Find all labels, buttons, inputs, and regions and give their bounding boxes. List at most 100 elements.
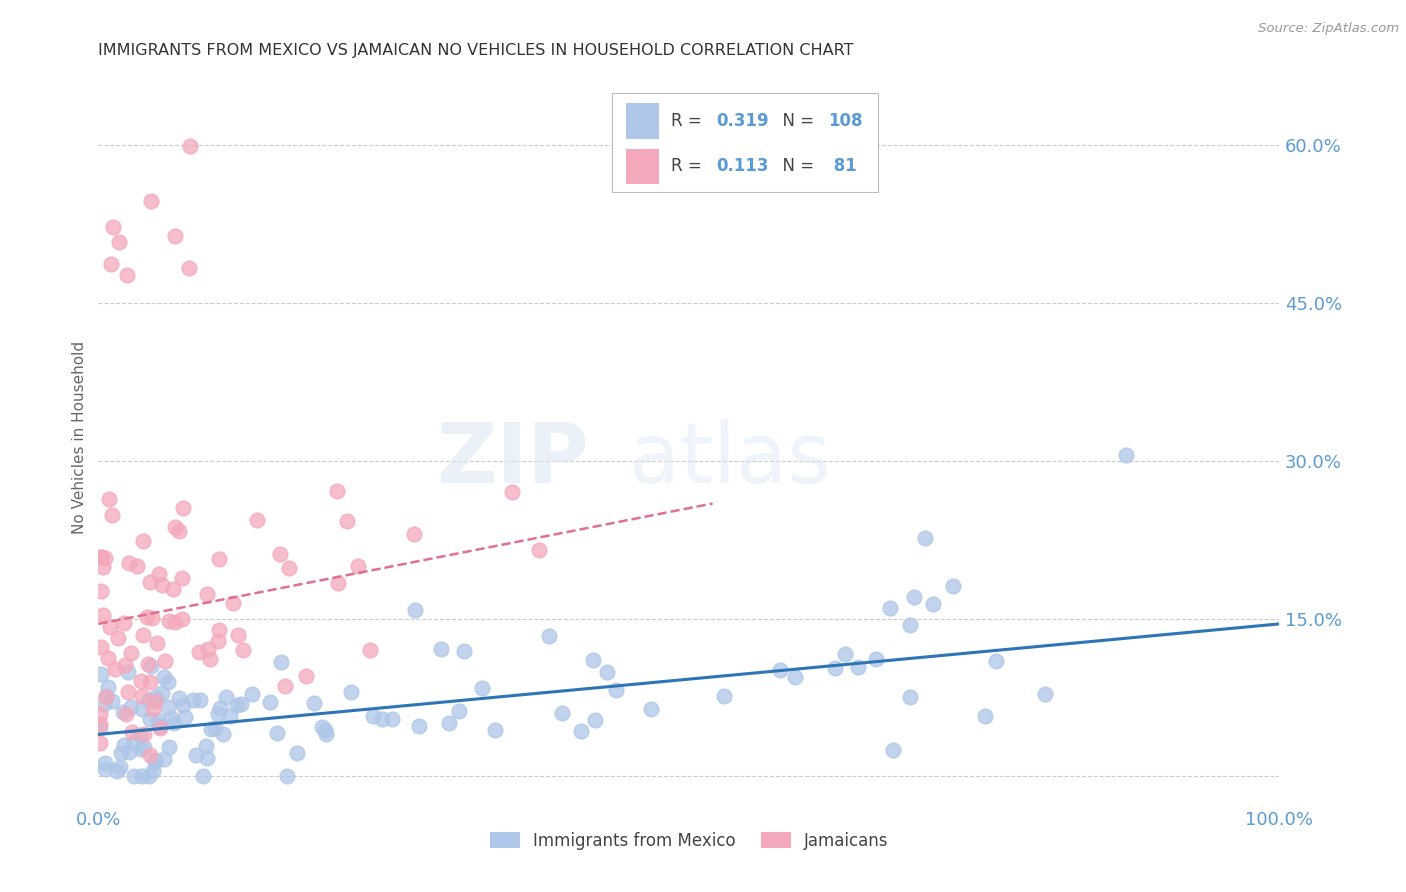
Point [97,680,120,694]
Point [269,547,291,561]
Point [132,628,155,642]
Point [89,706,111,721]
Point [447,704,470,718]
Point [212,727,235,741]
Text: ZIP: ZIP [436,418,589,500]
Point [194,739,217,753]
Point [453,644,475,658]
Point [278,561,301,575]
Point [90,666,112,681]
Text: N =: N = [772,112,818,130]
Point [94,690,117,704]
Point [208,701,231,715]
Point [222,596,245,610]
Point [259,695,281,709]
Point [143,694,166,708]
Point [143,753,166,767]
Point [583,714,606,728]
Point [336,514,359,528]
Point [101,508,124,522]
Point [370,712,392,726]
Point [311,719,333,733]
Point [197,642,219,657]
Point [145,690,167,704]
Point [437,716,460,731]
Point [131,742,153,756]
Point [207,634,229,648]
Point [231,643,253,657]
Point [132,727,155,741]
Point [146,636,169,650]
Point [132,533,155,548]
Point [165,520,187,534]
Point [225,698,247,713]
Point [898,617,921,632]
Point [295,669,318,683]
Point [89,736,111,750]
Point [101,694,124,708]
Point [112,705,135,719]
Y-axis label: No Vehicles in Household: No Vehicles in Household [72,341,87,533]
Point [149,719,172,733]
Point [90,640,112,654]
Point [120,700,142,714]
Point [381,712,404,726]
Point [162,582,184,596]
Point [139,712,162,726]
Point [527,542,550,557]
Point [882,743,904,757]
Point [177,261,200,276]
Point [167,691,190,706]
Point [359,642,381,657]
Point [179,138,201,153]
Point [941,579,963,593]
Point [340,685,363,699]
Point [922,597,945,611]
Text: 0.319: 0.319 [716,112,769,130]
Text: 0.113: 0.113 [716,157,769,176]
Point [139,659,162,673]
Point [276,770,298,784]
Text: N =: N = [772,157,818,176]
Point [408,719,430,733]
Point [145,755,167,769]
Point [231,697,253,711]
Point [90,549,112,564]
Point [138,674,160,689]
Point [605,682,627,697]
Point [112,738,135,752]
Point [174,710,197,724]
Point [132,739,155,754]
Legend: Immigrants from Mexico, Jamaicans: Immigrants from Mexico, Jamaicans [482,825,896,856]
Point [246,513,269,527]
Point [150,578,173,592]
Point [208,552,231,566]
Point [108,760,131,774]
Point [128,728,150,742]
Point [769,663,792,677]
Point [153,669,176,683]
Point [153,752,176,766]
Point [172,501,194,516]
Point [197,586,219,600]
Point [302,696,325,710]
Point [430,642,453,657]
Point [112,615,135,630]
Point [550,706,572,720]
Point [127,559,149,574]
Point [118,556,141,570]
Point [471,681,494,696]
Point [404,603,426,617]
Text: 108: 108 [828,112,863,130]
Point [207,706,229,721]
Point [94,690,117,704]
Point [204,721,226,735]
Point [93,697,115,711]
Point [93,551,115,566]
Point [200,722,222,736]
Text: R =: R = [671,157,707,176]
Point [146,714,169,728]
Point [100,257,122,271]
Point [157,614,180,628]
Point [347,559,370,574]
